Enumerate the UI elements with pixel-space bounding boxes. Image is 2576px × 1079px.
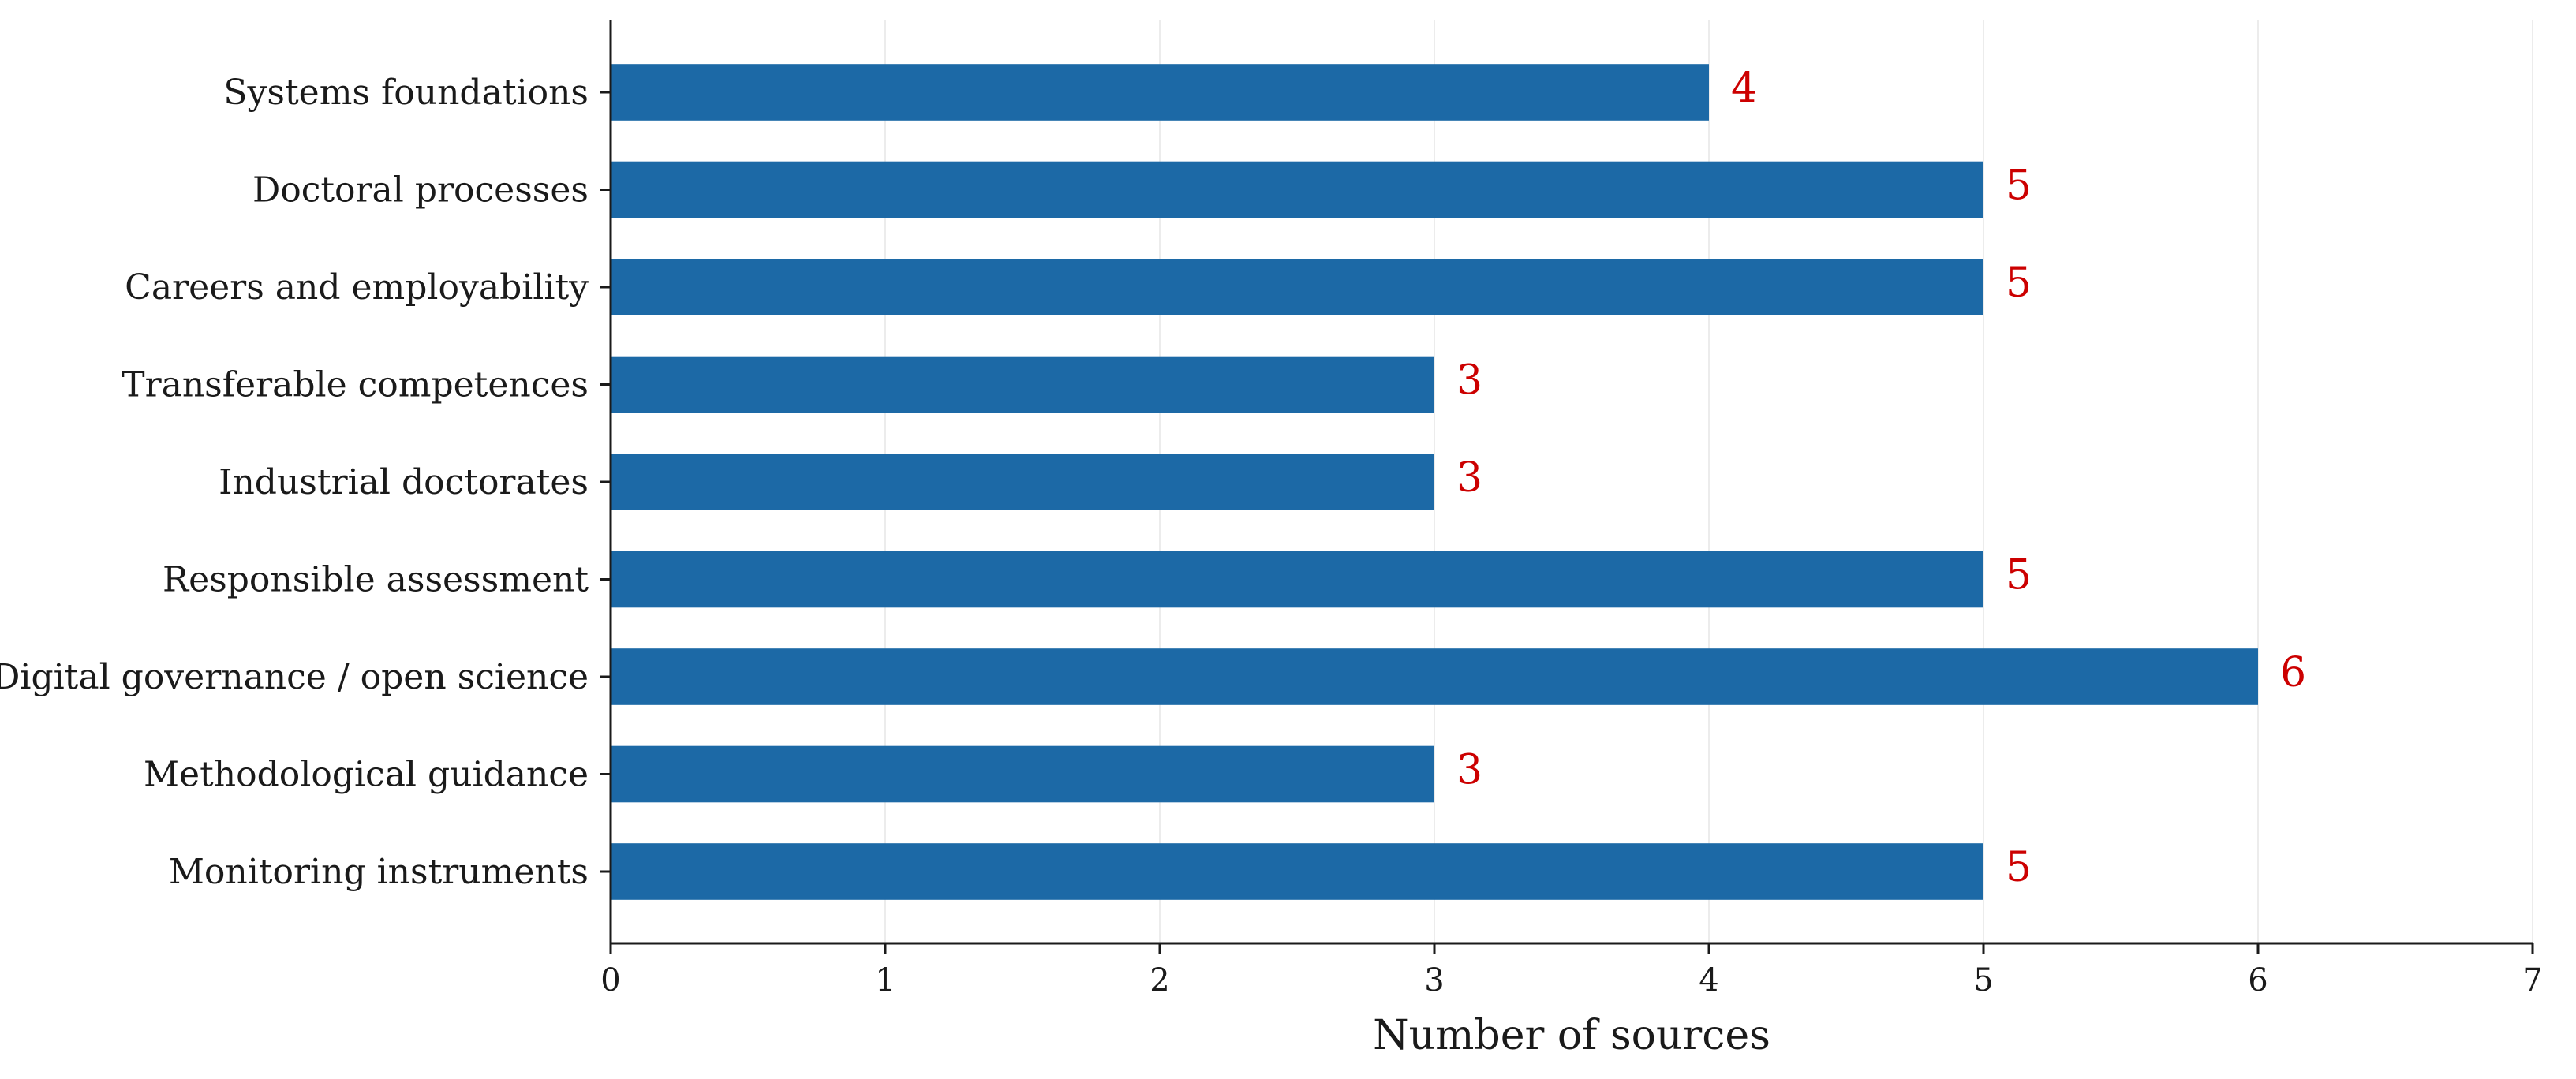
- x-tick-label: 4: [1699, 962, 1718, 999]
- x-tick-label: 3: [1424, 962, 1444, 999]
- category-label: Methodological guidance: [144, 755, 589, 795]
- category-label: Digital governance / open science: [0, 657, 589, 697]
- bar: [611, 551, 1983, 608]
- value-label: 4: [1731, 65, 1757, 112]
- bar: [611, 259, 1983, 315]
- x-tick-label: 0: [600, 962, 620, 999]
- value-label: 3: [1456, 357, 1482, 405]
- bars: [611, 64, 2258, 900]
- value-label: 3: [1456, 454, 1482, 502]
- value-label: 5: [2006, 552, 2032, 599]
- x-tick-label: 2: [1150, 962, 1169, 999]
- value-label: 3: [1456, 747, 1482, 794]
- category-label: Responsible assessment: [163, 560, 589, 600]
- axes: [600, 20, 2534, 954]
- x-tick-label: 1: [875, 962, 895, 999]
- value-label: 5: [2006, 259, 2032, 307]
- x-tick-label: 6: [2248, 962, 2268, 999]
- category-label: Industrial doctorates: [219, 462, 589, 502]
- value-label: 5: [2006, 162, 2032, 210]
- category-label: Monitoring instruments: [169, 852, 589, 892]
- category-label: Careers and employability: [125, 267, 589, 308]
- bar: [611, 454, 1434, 510]
- bar: [611, 843, 1983, 900]
- bar: [611, 745, 1434, 803]
- bar: [611, 161, 1983, 218]
- bar: [611, 64, 1709, 121]
- labels: 0 1 2 3 4 5 6 7 Systems foundations 4 Doctoral pro…: [0, 65, 2543, 999]
- value-label: 5: [2006, 844, 2032, 891]
- category-label: Systems foundations: [223, 73, 589, 113]
- x-axis-title: Number of sources: [1373, 1012, 1770, 1059]
- category-label: Transferable competences: [122, 365, 589, 405]
- x-tick-label: 7: [2522, 962, 2542, 999]
- x-tick-label: 5: [1973, 962, 1993, 999]
- bar: [611, 356, 1434, 413]
- category-label: Doctoral processes: [252, 170, 589, 211]
- value-label: 6: [2280, 649, 2306, 696]
- bar: [611, 648, 2258, 705]
